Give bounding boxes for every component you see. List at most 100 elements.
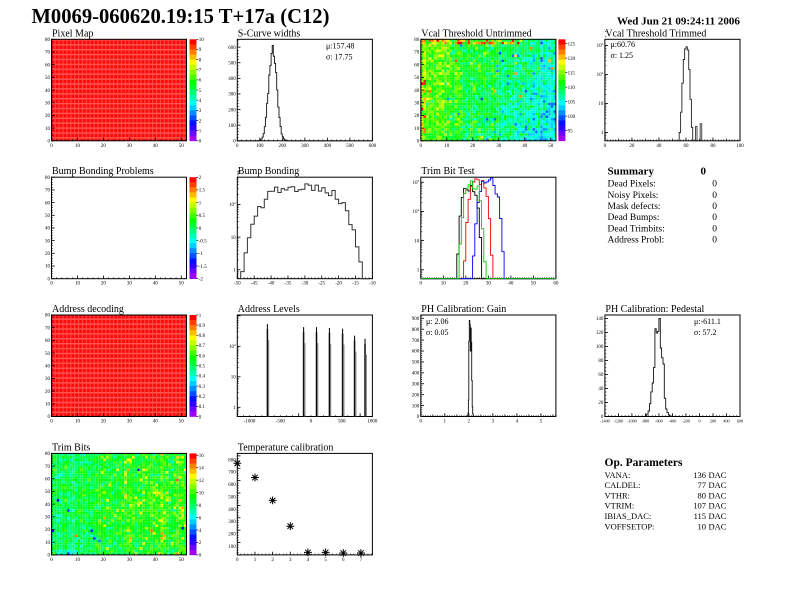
svg-text:60: 60 (414, 63, 420, 68)
svg-text:60: 60 (45, 63, 51, 68)
svg-text:95: 95 (568, 130, 574, 135)
svg-text:-2: -2 (199, 278, 204, 283)
svg-text:40: 40 (45, 503, 51, 508)
svg-text:0.7: 0.7 (199, 344, 206, 349)
svg-text:4: 4 (199, 529, 202, 534)
svg-text:50: 50 (45, 76, 51, 81)
svg-text:40: 40 (598, 387, 604, 392)
svg-text:140: 140 (596, 317, 604, 322)
svg-text:70: 70 (45, 326, 51, 331)
svg-text:0: 0 (236, 558, 239, 563)
svg-text:40: 40 (153, 144, 159, 149)
svg-text:Trim Bit Test: Trim Bit Test (421, 166, 474, 177)
svg-text:30: 30 (486, 282, 492, 287)
svg-text:80: 80 (698, 490, 707, 500)
svg-text:-1000: -1000 (627, 419, 637, 424)
svg-text:20: 20 (45, 252, 51, 257)
svg-text:4: 4 (199, 99, 202, 104)
svg-text:30: 30 (127, 558, 133, 563)
svg-text:14: 14 (199, 467, 205, 472)
svg-text:0: 0 (417, 140, 420, 145)
svg-text:70: 70 (414, 51, 420, 56)
svg-text:700: 700 (228, 471, 236, 476)
svg-text:Vcal Threshold Trimmed: Vcal Threshold Trimmed (605, 28, 706, 39)
svg-text:0: 0 (50, 282, 53, 287)
svg-text:600: 600 (412, 350, 420, 355)
svg-text:20: 20 (101, 144, 107, 149)
svg-text:100: 100 (412, 404, 420, 409)
svg-text:Temperature calibration: Temperature calibration (238, 442, 334, 453)
svg-text:7: 7 (199, 69, 202, 74)
svg-text:700: 700 (412, 339, 420, 344)
svg-text:10: 10 (231, 376, 237, 381)
svg-text:20: 20 (45, 390, 51, 395)
svg-text:VOFFSETOP:: VOFFSETOP: (605, 521, 655, 531)
svg-text:0: 0 (50, 144, 53, 149)
svg-text:20: 20 (101, 282, 107, 287)
svg-text:80: 80 (45, 314, 51, 319)
svg-text:0: 0 (712, 191, 717, 201)
svg-text:102: 102 (229, 201, 236, 208)
svg-text:-1000: -1000 (244, 420, 256, 425)
svg-text:-1.5: -1.5 (199, 265, 207, 270)
svg-text:Pixel Map: Pixel Map (52, 28, 93, 39)
svg-text:100: 100 (596, 345, 604, 350)
svg-text:VTRIM:: VTRIM: (605, 501, 635, 511)
svg-text:50: 50 (179, 282, 185, 287)
svg-text:VANA:: VANA: (605, 470, 631, 480)
svg-text:Vcal Threshold Untrimmed: Vcal Threshold Untrimmed (421, 28, 531, 39)
svg-text:Dead Pixels:: Dead Pixels: (608, 180, 656, 190)
svg-text:40: 40 (508, 282, 514, 287)
svg-text:-500: -500 (276, 420, 286, 425)
svg-text:50: 50 (414, 76, 420, 81)
svg-text:10: 10 (75, 282, 81, 287)
svg-text:0: 0 (48, 554, 51, 559)
svg-text:2: 2 (199, 541, 202, 546)
svg-text:70: 70 (45, 465, 51, 470)
svg-text:120: 120 (568, 57, 576, 62)
svg-text:200: 200 (710, 419, 716, 424)
svg-text:10: 10 (199, 491, 205, 496)
svg-text:μ:157.48: μ:157.48 (326, 42, 355, 51)
svg-text:20: 20 (463, 282, 469, 287)
svg-text:102: 102 (229, 343, 236, 350)
svg-text:2: 2 (271, 558, 274, 563)
svg-text:1: 1 (444, 420, 447, 425)
svg-text:2: 2 (199, 119, 202, 124)
svg-text:0: 0 (712, 236, 717, 246)
svg-text:5: 5 (540, 420, 543, 425)
svg-text:-30: -30 (302, 282, 309, 287)
svg-text:10: 10 (75, 420, 81, 425)
svg-text:σ: 17.75: σ: 17.75 (326, 53, 353, 62)
svg-text:Trim Bits: Trim Bits (52, 442, 90, 453)
svg-text:0: 0 (50, 558, 53, 563)
svg-text:12: 12 (199, 479, 205, 484)
svg-text:0: 0 (712, 180, 717, 190)
svg-text:10: 10 (698, 521, 707, 531)
svg-text:40: 40 (45, 227, 51, 232)
svg-text:60: 60 (45, 339, 51, 344)
svg-text:300: 300 (301, 144, 309, 149)
svg-text:0: 0 (417, 415, 420, 420)
svg-text:0.1: 0.1 (199, 405, 206, 410)
svg-text:PH Calibration: Pedestal: PH Calibration: Pedestal (605, 304, 704, 315)
svg-text:-45: -45 (251, 282, 258, 287)
svg-text:50: 50 (531, 282, 537, 287)
svg-text:50: 50 (179, 558, 185, 563)
svg-text:120: 120 (596, 331, 604, 336)
svg-text:-50: -50 (234, 282, 241, 287)
svg-text:30: 30 (45, 239, 51, 244)
svg-text:800: 800 (412, 328, 420, 333)
svg-text:40: 40 (414, 89, 420, 94)
svg-text:500: 500 (412, 361, 420, 366)
svg-text:4: 4 (307, 558, 310, 563)
svg-text:40: 40 (45, 89, 51, 94)
svg-text:10: 10 (75, 144, 81, 149)
svg-text:0: 0 (50, 420, 53, 425)
svg-text:6: 6 (199, 516, 202, 521)
svg-text:107: 107 (693, 501, 706, 511)
svg-text:16: 16 (199, 454, 205, 459)
svg-text:500: 500 (228, 495, 236, 500)
svg-text:10: 10 (414, 239, 420, 244)
svg-text:100: 100 (736, 144, 744, 149)
